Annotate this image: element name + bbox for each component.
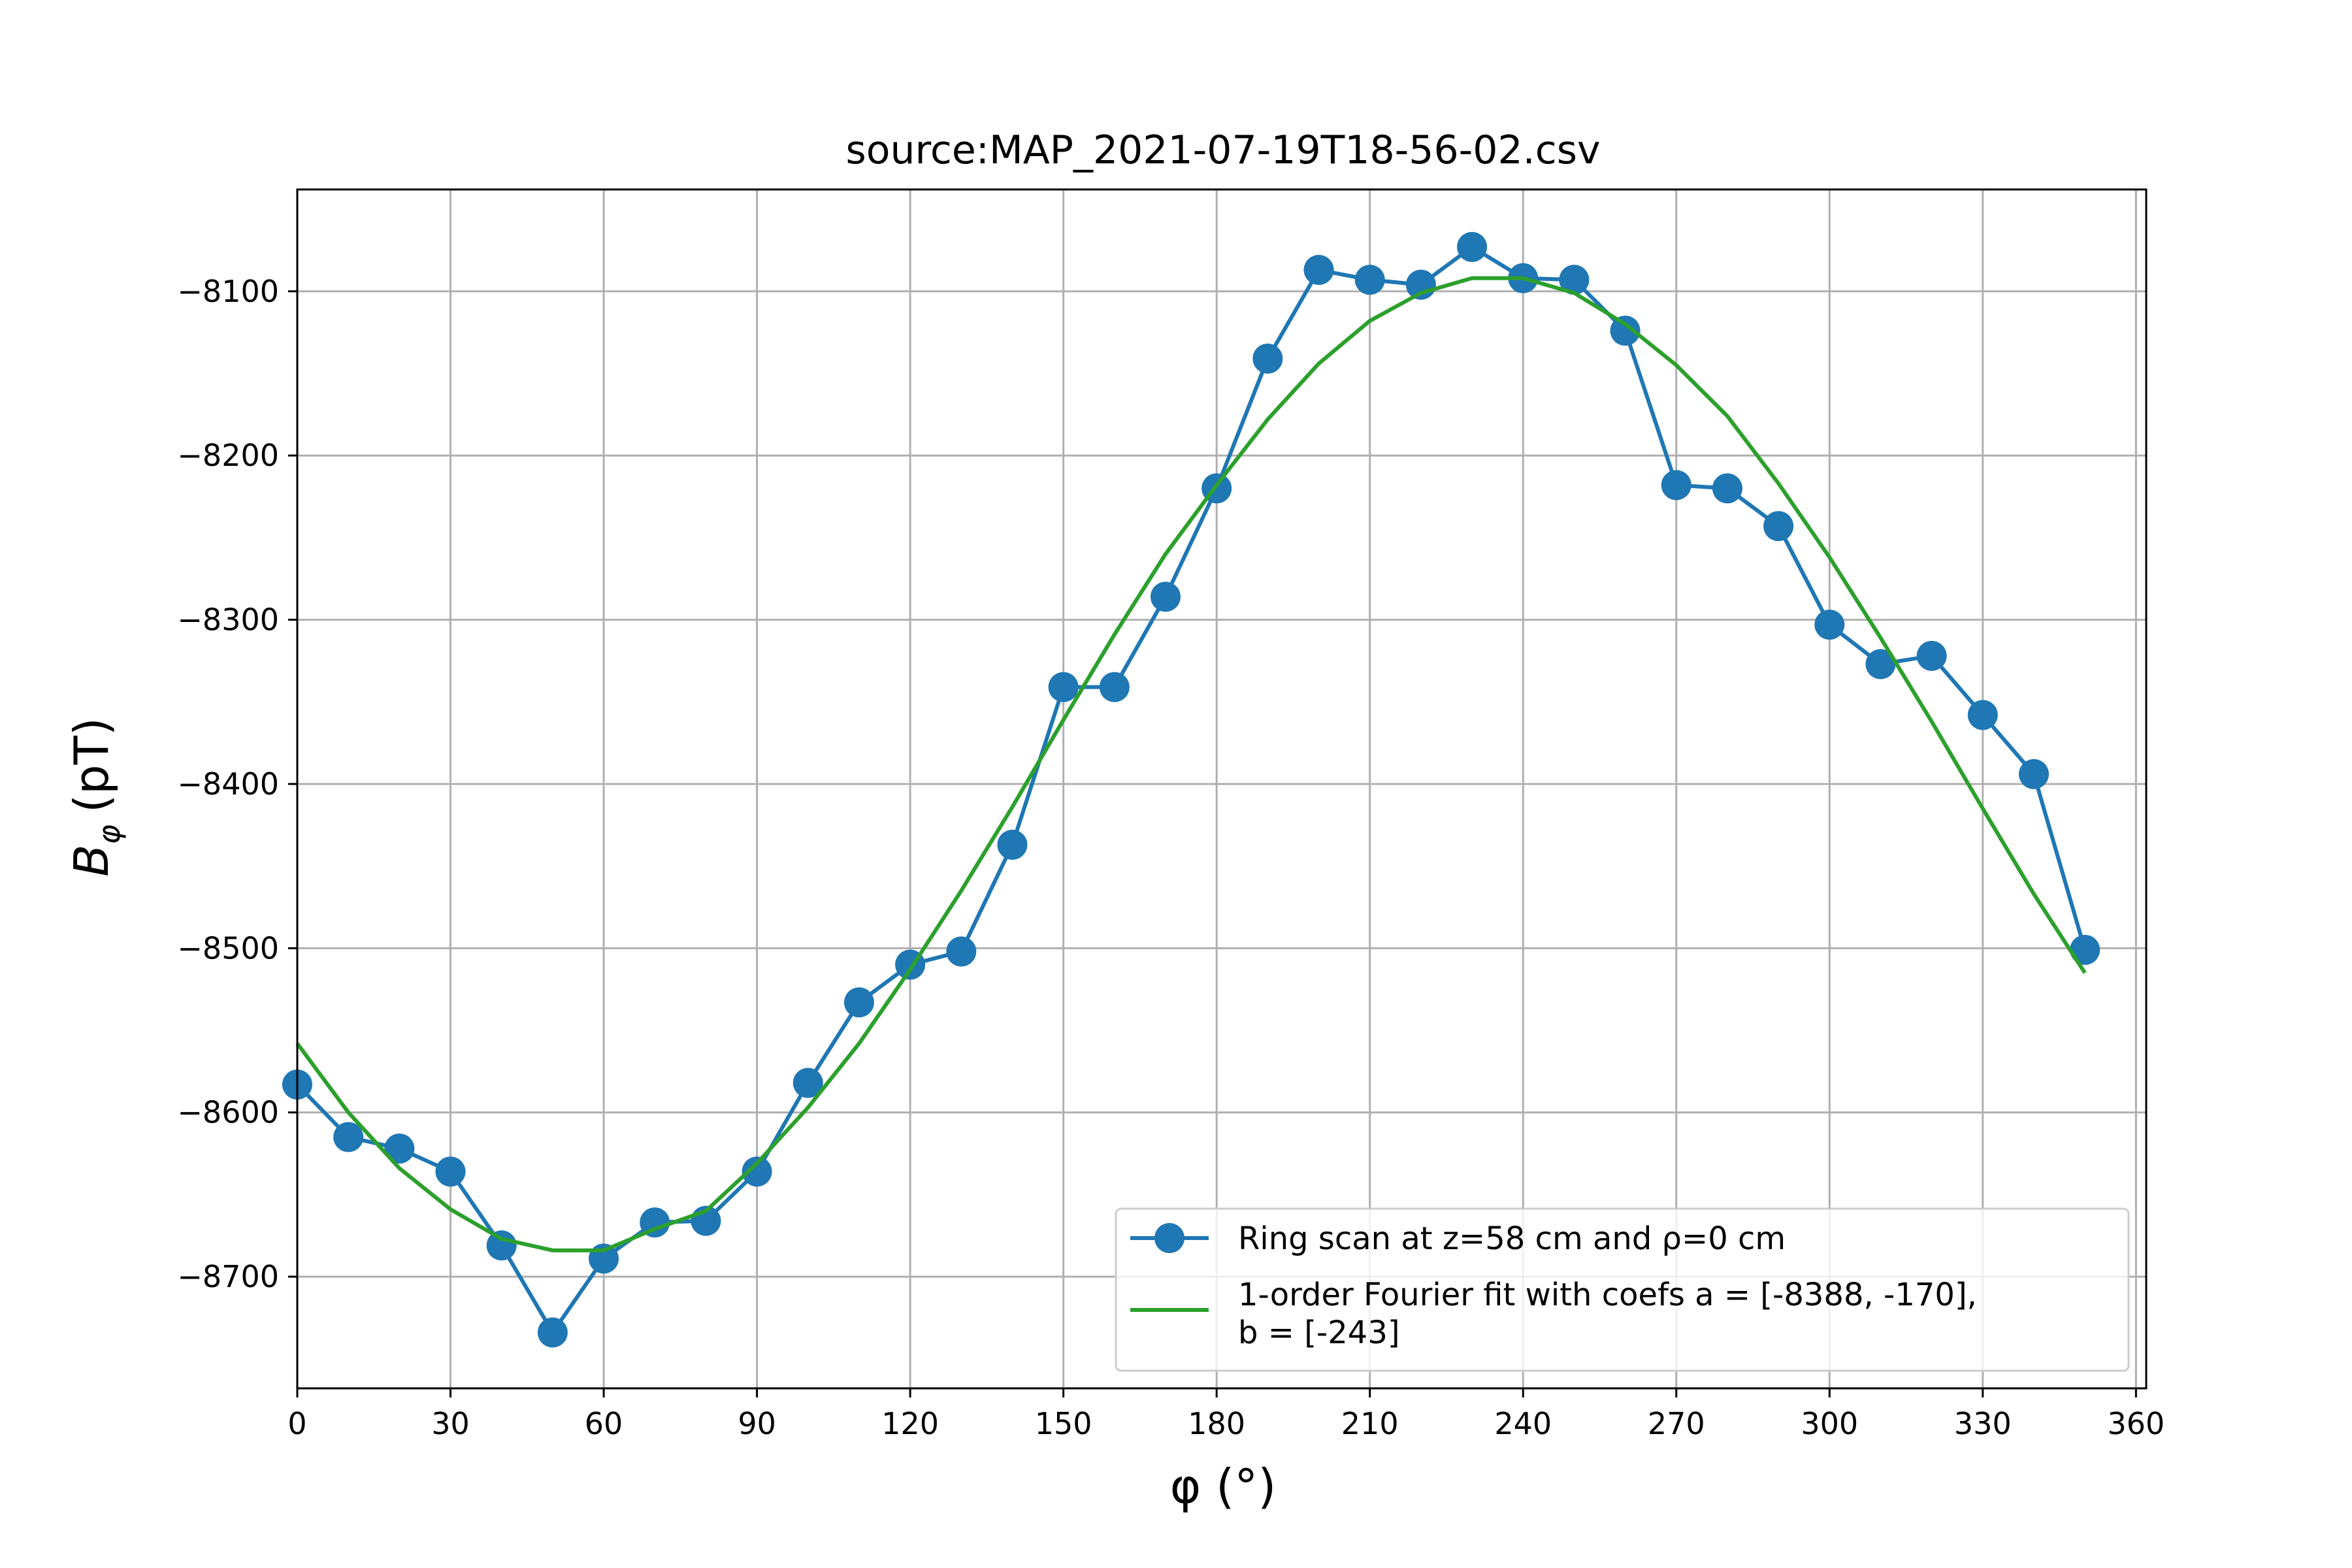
y-tick-label: −8200	[177, 438, 279, 473]
data-point-ring-scan	[1048, 672, 1079, 702]
legend-label-fourier-fit: 1-order Fourier fit with coefs a = [-838…	[1238, 1277, 1987, 1351]
data-point-ring-scan	[640, 1207, 670, 1238]
data-point-ring-scan	[1303, 255, 1334, 286]
data-point-ring-scan	[1559, 265, 1590, 295]
axes-frame	[296, 188, 2148, 1390]
x-tick-label: 180	[1188, 1406, 1245, 1441]
y-tick-label: −8400	[177, 766, 279, 802]
data-point-ring-scan	[1610, 316, 1641, 346]
svg-text:Bφ(pT): Bφ (pT)	[64, 717, 127, 877]
legend-label-ring-scan: Ring scan at z=58 cm and ρ=0 cm	[1238, 1220, 1786, 1257]
legend: Ring scan at z=58 cm and ρ=0 cm 1-order …	[1115, 1207, 2130, 1372]
data-point-ring-scan	[1661, 470, 1691, 500]
data-point-ring-scan	[1865, 649, 1896, 679]
data-point-ring-scan	[792, 1068, 823, 1098]
data-point-ring-scan	[1763, 511, 1794, 542]
y-axis-label: Bφ (pT)	[64, 717, 127, 877]
y-tick-label: −8600	[177, 1095, 279, 1130]
x-tick-label: 120	[881, 1406, 939, 1441]
x-tick-label: 30	[431, 1406, 470, 1441]
data-point-ring-scan	[1151, 581, 1181, 612]
legend-label-fourier-fit-line2: b = [-243]	[1238, 1315, 1400, 1351]
data-point-ring-scan	[997, 829, 1028, 860]
data-point-ring-scan	[1967, 700, 1998, 730]
y-tick-label: −8300	[177, 602, 279, 638]
y-tick-label: −8500	[177, 930, 279, 966]
data-point-ring-scan	[2019, 759, 2050, 789]
x-tick-label: 0	[287, 1406, 306, 1441]
legend-box	[1115, 1207, 2130, 1372]
y-tick-label: −8100	[177, 274, 279, 309]
data-point-ring-scan	[435, 1156, 466, 1187]
x-tick-label: 270	[1648, 1406, 1705, 1441]
y-axis-label-unit: (pT)	[64, 717, 119, 813]
x-tick-label: 240	[1494, 1406, 1552, 1441]
y-axis-label-subscript: φ	[91, 825, 127, 844]
data-point-ring-scan	[1814, 610, 1845, 640]
data-point-ring-scan	[1457, 231, 1488, 262]
data-point-ring-scan	[1354, 265, 1385, 295]
data-point-ring-scan	[742, 1156, 772, 1187]
data-point-ring-scan	[1099, 672, 1130, 702]
data-point-ring-scan	[1252, 343, 1283, 374]
data-point-ring-scan	[333, 1122, 364, 1152]
x-ticks: 0 30 60 90 120 150 180 210 240 270 300 330 360	[287, 1388, 2164, 1441]
x-axis-label: φ (°)	[1170, 1459, 1277, 1514]
x-tick-label: 360	[2107, 1406, 2164, 1441]
data-point-ring-scan	[1916, 640, 1947, 671]
x-tick-label: 60	[585, 1406, 623, 1441]
y-axis-label-main: B	[64, 844, 119, 876]
data-point-ring-scan	[843, 987, 874, 1018]
data-point-ring-scan	[384, 1134, 415, 1164]
legend-label-fourier-fit-line1: 1-order Fourier fit with coefs a = [-838…	[1238, 1277, 1977, 1313]
x-tick-label: 210	[1341, 1406, 1399, 1441]
plot-area	[282, 231, 2100, 1348]
data-point-ring-scan	[486, 1230, 517, 1261]
series-line-fourier-fit	[295, 276, 2087, 1252]
x-tick-label: 150	[1035, 1406, 1092, 1441]
legend-marker-ring-scan	[1154, 1223, 1184, 1253]
x-tick-label: 300	[1801, 1406, 1858, 1441]
data-point-ring-scan	[1405, 269, 1436, 300]
x-tick-label: 90	[738, 1406, 776, 1441]
chart-title: source:MAP_2021-07-19T18-56-02.csv	[846, 127, 1601, 173]
y-tick-label: −8700	[177, 1259, 279, 1294]
x-tick-label: 330	[1954, 1406, 2012, 1441]
data-point-ring-scan	[537, 1317, 568, 1348]
data-point-ring-scan	[946, 936, 977, 967]
data-point-ring-scan	[1712, 473, 1742, 504]
y-ticks: −8100 −8200 −8300 −8400 −8500 −8600 −8700	[177, 274, 297, 1294]
data-point-ring-scan	[2070, 934, 2100, 965]
